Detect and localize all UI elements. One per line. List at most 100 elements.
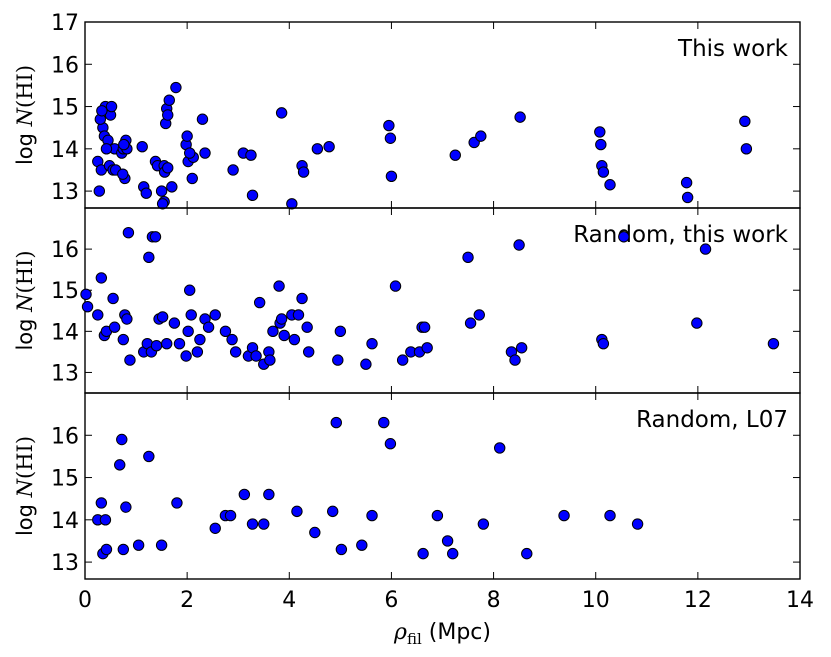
data-point [597, 166, 610, 178]
data-point [191, 346, 204, 358]
data-point [302, 346, 315, 358]
y-axis-label: log N(HI) [13, 65, 37, 165]
data-point [122, 226, 135, 239]
data-point [309, 526, 321, 539]
data-point [292, 309, 305, 321]
data-point [118, 138, 130, 151]
data-point [475, 130, 487, 142]
data-point [767, 337, 780, 350]
data-point [162, 162, 174, 174]
data-point [366, 337, 378, 350]
data-point [521, 547, 533, 560]
y-tick-label: 15 [51, 467, 79, 492]
y-tick-label: 16 [51, 238, 79, 263]
data-point [199, 147, 211, 159]
data-point [140, 187, 152, 199]
data-point [366, 509, 378, 522]
data-point [105, 100, 118, 113]
data-point [332, 354, 344, 366]
data-point [156, 198, 169, 210]
data-point [100, 143, 113, 155]
data-point [183, 147, 196, 159]
data-point [171, 497, 183, 509]
data-point [473, 309, 485, 321]
data-point [296, 292, 308, 305]
data-point [356, 539, 368, 551]
data-point [417, 547, 429, 560]
data-point [226, 333, 238, 346]
data-point [291, 505, 303, 518]
data-point [258, 518, 270, 530]
y-tick-label: 15 [51, 96, 79, 121]
data-point [691, 317, 703, 329]
data-point [107, 292, 119, 305]
data-point [155, 539, 168, 551]
data-point [117, 543, 130, 556]
data-point [441, 535, 454, 547]
data-point [168, 317, 181, 329]
data-point [464, 317, 477, 329]
data-point [618, 231, 630, 243]
data-point [681, 191, 694, 204]
y-tick-label: 14 [51, 138, 79, 163]
data-point [595, 138, 607, 151]
data-point [330, 416, 342, 429]
data-point [301, 321, 313, 333]
data-point [81, 300, 94, 313]
data-point [185, 309, 197, 321]
data-point [238, 488, 251, 501]
data-point [161, 337, 173, 350]
data-point [680, 176, 693, 189]
data-point [604, 179, 616, 191]
data-point [360, 358, 372, 370]
data-point [264, 354, 276, 366]
data-point [92, 309, 104, 321]
data-point [209, 522, 221, 534]
data-point [462, 251, 474, 264]
data-point [384, 132, 397, 144]
data-point [418, 321, 431, 333]
data-point [378, 416, 390, 429]
panel-title: Random, this work [573, 222, 788, 248]
data-point [108, 321, 121, 333]
data-point [166, 181, 178, 193]
data-point [421, 342, 433, 354]
data-point [297, 166, 310, 178]
data-point [95, 497, 108, 509]
y-tick-label: 13 [51, 180, 79, 205]
data-point [335, 543, 348, 556]
data-point [494, 442, 506, 454]
data-point [182, 325, 194, 338]
data-point [515, 342, 528, 354]
data-point [196, 113, 209, 125]
data-point [229, 346, 242, 358]
data-point [383, 119, 395, 132]
y-axis-label: log N(HI) [13, 436, 37, 536]
data-point [136, 141, 148, 153]
data-point [117, 168, 129, 180]
data-point [246, 518, 259, 530]
data-point [594, 126, 606, 138]
data-point [132, 539, 145, 551]
y-tick-label: 15 [51, 279, 79, 304]
x-tick-label: 10 [582, 588, 610, 613]
y-tick-label: 16 [51, 424, 79, 449]
data-point [278, 329, 290, 342]
data-point [173, 337, 186, 350]
data-point [396, 354, 409, 366]
data-point [267, 325, 279, 338]
data-point [597, 337, 610, 350]
y-axis-label: log N(HI) [13, 250, 37, 350]
y-tick-label: 16 [51, 53, 79, 78]
x-tick-label: 14 [786, 588, 814, 613]
data-point [323, 141, 335, 153]
data-point [227, 164, 239, 176]
data-point [513, 239, 525, 251]
data-point [114, 459, 126, 471]
data-point [163, 94, 175, 106]
y-tick-label: 13 [51, 361, 79, 386]
data-point [96, 105, 108, 117]
panel-frame [84, 392, 801, 580]
data-point [143, 251, 155, 264]
